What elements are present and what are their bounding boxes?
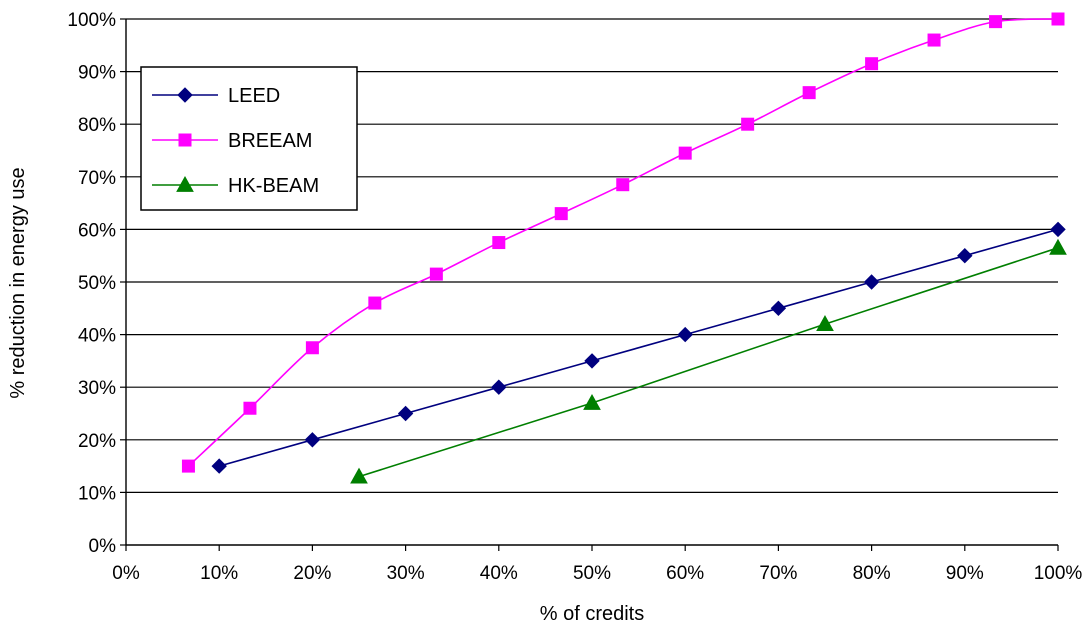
x-axis-title: % of credits <box>540 603 644 625</box>
data-point-leed <box>211 458 227 474</box>
x-tick-label: 80% <box>853 563 891 584</box>
legend-box <box>140 66 358 211</box>
data-point-hk-beam <box>583 393 601 410</box>
legend-label-breeam: BREEAM <box>228 130 312 152</box>
data-point-hk-beam <box>816 315 834 331</box>
y-tick-label: 10% <box>78 483 116 504</box>
series-group <box>181 12 1067 484</box>
data-point-breeam <box>368 296 382 310</box>
data-point-breeam <box>1051 12 1065 26</box>
x-tick-label: 60% <box>666 563 704 584</box>
tick-labels: 0% 10% 20% 30% 40% 50% 60% 70% 80% 90% 100% 0% 10% 20… <box>67 10 1082 584</box>
data-point-breeam <box>678 146 692 160</box>
data-point-hk-beam <box>1049 238 1067 255</box>
series-breeam <box>181 12 1065 473</box>
data-point-leed <box>491 379 507 395</box>
legend-marker-leed <box>177 87 193 103</box>
x-tick-label: 30% <box>387 563 425 584</box>
x-tick-label: 70% <box>759 563 797 584</box>
data-point-breeam <box>305 341 319 355</box>
data-point-breeam <box>429 267 443 281</box>
x-tick-label: 0% <box>112 563 140 584</box>
y-tick-label: 70% <box>78 168 116 189</box>
data-point-breeam <box>865 57 879 71</box>
x-tick-label: 10% <box>200 563 238 584</box>
data-point-breeam <box>492 236 506 250</box>
legend-item-leed: LEED <box>152 85 280 107</box>
data-point-leed <box>677 326 693 343</box>
data-point-leed <box>957 247 973 264</box>
y-tick-label: 20% <box>78 431 116 452</box>
y-tick-label: 50% <box>78 273 116 294</box>
y-tick-label: 80% <box>78 115 116 136</box>
series-line-leed <box>218 228 1059 467</box>
legend-label-leed: LEED <box>228 85 280 107</box>
axes <box>120 18 1059 551</box>
data-point-breeam <box>181 459 195 473</box>
legend-label-hk-beam: HK-BEAM <box>228 175 319 197</box>
y-tick-label: 100% <box>67 10 116 31</box>
legend-item-breeam: BREEAM <box>152 130 312 152</box>
y-tick-label: 40% <box>78 326 116 347</box>
data-point-leed <box>584 353 600 369</box>
data-point-leed <box>397 405 414 422</box>
series-leed <box>211 221 1066 474</box>
x-tick-label: 40% <box>480 563 518 584</box>
x-tick-label: 20% <box>293 563 331 584</box>
data-point-breeam <box>243 401 257 415</box>
series-line-hk-beam <box>358 247 1059 478</box>
data-point-breeam <box>554 207 568 221</box>
data-point-breeam <box>927 33 941 47</box>
x-tick-label: 50% <box>573 563 611 584</box>
data-point-leed <box>1050 221 1066 238</box>
y-tick-label: 30% <box>78 378 116 399</box>
y-axis-title: % reduction in energy use <box>7 167 29 398</box>
legend: LEED BREEAM HK-BEAM <box>140 66 358 211</box>
y-tick-label: 60% <box>78 220 116 241</box>
data-point-leed <box>304 432 321 448</box>
data-point-leed <box>863 274 880 290</box>
data-point-breeam <box>989 15 1003 29</box>
data-point-breeam <box>802 86 816 100</box>
legend-marker-hk-beam <box>176 175 194 192</box>
data-point-breeam <box>616 178 630 192</box>
series-hk-beam <box>350 238 1067 484</box>
x-tick-label: 100% <box>1034 563 1083 584</box>
data-point-leed <box>770 300 787 317</box>
legend-marker-breeam <box>178 133 192 147</box>
y-tick-label: 90% <box>78 63 116 84</box>
legend-item-hk-beam: HK-BEAM <box>152 175 319 197</box>
data-point-breeam <box>741 117 755 131</box>
y-tick-label: 0% <box>89 536 117 557</box>
x-tick-label: 90% <box>946 563 984 584</box>
data-point-hk-beam <box>350 467 368 484</box>
